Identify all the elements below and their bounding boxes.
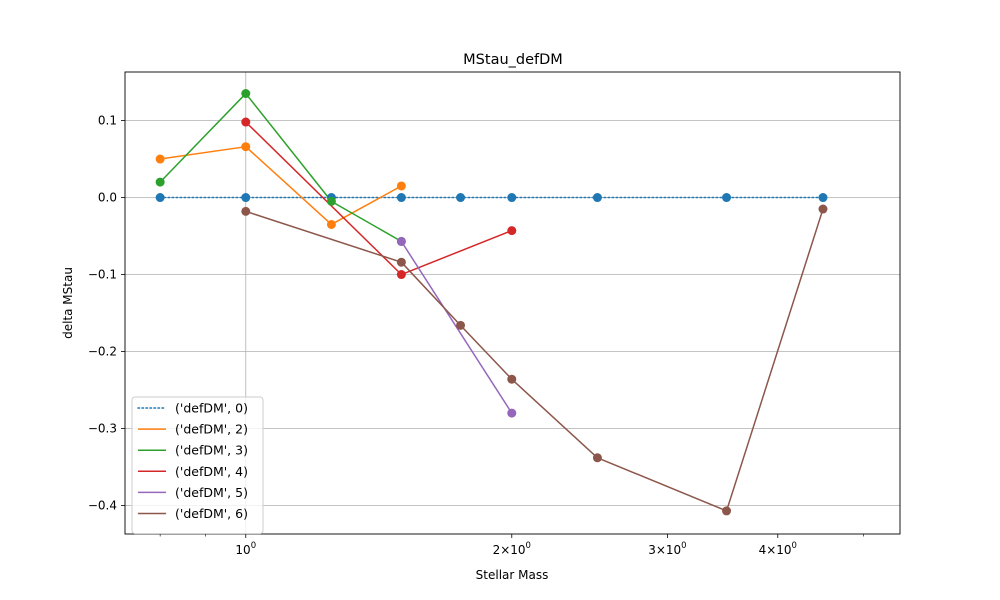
y-tick-label: −0.4 <box>88 499 117 513</box>
legend-label-5: ('defDM', 6) <box>175 506 248 521</box>
data-point-series-0 <box>507 193 517 203</box>
data-point-series-0 <box>722 193 732 203</box>
data-point-series-0 <box>592 193 602 203</box>
series-points <box>155 89 828 516</box>
y-tick-label: −0.1 <box>88 268 117 282</box>
data-point-series-0 <box>396 193 406 203</box>
x-tick-label: 4×100 <box>759 541 797 557</box>
data-point-series-5 <box>396 257 406 267</box>
legend-label-1: ('defDM', 2) <box>175 422 248 437</box>
x-axis-label: Stellar Mass <box>476 568 549 582</box>
y-axis-label: delta MStau <box>61 267 75 339</box>
data-point-series-3 <box>507 226 517 236</box>
x-tick-label: 2×100 <box>493 541 531 557</box>
legend-label-0: ('defDM', 0) <box>175 401 248 416</box>
series-line-2 <box>159 92 402 243</box>
data-point-series-0 <box>155 193 165 203</box>
data-point-series-0 <box>818 193 828 203</box>
chart-title: MStau_defDM <box>463 52 563 68</box>
y-tick-label: −0.2 <box>88 345 117 359</box>
data-point-series-1 <box>326 219 336 229</box>
data-point-series-0 <box>241 193 251 203</box>
legend-box <box>131 396 264 535</box>
data-point-series-2 <box>241 89 251 99</box>
legend-label-2: ('defDM', 3) <box>175 443 248 458</box>
data-point-series-5 <box>592 453 602 463</box>
legend-label-3: ('defDM', 4) <box>175 464 248 479</box>
data-point-series-2 <box>155 177 165 187</box>
data-point-series-4 <box>507 408 517 418</box>
y-tick-label: 0.0 <box>98 191 117 205</box>
plot-area-frame <box>124 71 901 535</box>
data-point-series-5 <box>507 374 517 384</box>
data-point-series-1 <box>241 142 251 152</box>
series-line-1 <box>160 145 402 226</box>
legend: ('defDM', 0) ('defDM', 2) ('defDM', 3) ('de… <box>131 396 264 535</box>
data-point-series-1 <box>155 154 165 164</box>
data-point-series-0 <box>456 193 466 203</box>
data-point-series-5 <box>818 204 828 214</box>
data-point-series-3 <box>396 270 406 280</box>
y-tick-label: −0.3 <box>88 422 117 436</box>
data-point-series-5 <box>722 506 732 516</box>
x-tick-label: 3×100 <box>648 541 686 557</box>
data-point-series-3 <box>241 117 251 127</box>
data-point-series-5 <box>241 206 251 216</box>
data-point-series-1 <box>396 181 406 191</box>
y-tick-label: 0.1 <box>98 114 117 128</box>
data-point-series-5 <box>456 320 466 330</box>
data-point-series-4 <box>396 236 406 246</box>
data-point-series-2 <box>326 196 336 206</box>
y-axis-ticks: 0.1 0.0 −0.1 −0.2 −0.3 −0.4 <box>88 114 125 513</box>
legend-label-4: ('defDM', 5) <box>175 485 248 500</box>
